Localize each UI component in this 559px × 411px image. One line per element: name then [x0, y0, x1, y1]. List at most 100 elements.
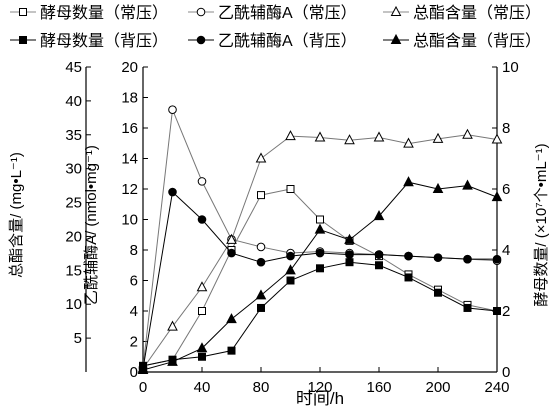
series-line — [142, 181, 498, 371]
legend-marker — [19, 36, 27, 44]
inner-y-tick-label: 10 — [121, 212, 138, 229]
inner-y-tick-label: 8 — [130, 242, 138, 259]
data-point — [285, 130, 296, 141]
data-point — [403, 137, 414, 148]
data-point — [404, 251, 413, 261]
outer-y-tick-label: 30 — [65, 161, 82, 178]
data-point — [432, 132, 444, 143]
data-point — [403, 176, 414, 187]
x-tick-label: 200 — [425, 379, 450, 396]
series-2 — [138, 105, 502, 372]
data-point — [345, 250, 354, 259]
data-point — [344, 134, 355, 145]
inner-y-tick-label: 2 — [130, 334, 138, 351]
inner-y-tick-label: 18 — [121, 90, 138, 107]
outer-y-tick-label: 5 — [74, 330, 82, 347]
data-point — [316, 264, 324, 273]
legend-marker — [19, 8, 27, 16]
right-y-tick-label: 2 — [502, 303, 510, 320]
outer-y-tick-label: 25 — [65, 195, 82, 212]
outer-y-tick-label: 45 — [65, 59, 82, 76]
inner-y-tick-label: 0 — [130, 364, 138, 381]
data-point — [255, 289, 267, 300]
data-point — [226, 233, 237, 244]
data-point — [196, 281, 208, 292]
right-y-tick-label: 10 — [502, 59, 519, 76]
series-4 — [139, 258, 501, 370]
axes: 0 40 80 120 160 200 240时间/h0246810121416182051… — [8, 59, 550, 408]
data-point — [404, 273, 413, 282]
data-point — [433, 253, 443, 262]
x-tick-label: 240 — [484, 379, 509, 396]
outer-y-tick-label: 10 — [65, 296, 82, 313]
legend-label: 酵母数量（背压） — [40, 32, 168, 50]
right-y-tick-label: 6 — [502, 181, 510, 198]
data-point — [314, 131, 326, 142]
legend-item: 乙酰辅酶A（背压） — [188, 32, 357, 50]
inner-y-tick-label: 14 — [121, 151, 138, 168]
data-point — [491, 191, 503, 202]
inner-y-tick-label: 20 — [121, 59, 138, 76]
data-point — [137, 363, 149, 374]
outer-y-axis-label: 总酯含量/ (mg•L⁻¹) — [8, 152, 25, 278]
data-point — [373, 210, 385, 221]
data-point — [316, 215, 324, 224]
right-y-tick-label: 8 — [502, 120, 510, 137]
data-point — [492, 254, 502, 264]
x-tick-label: 120 — [307, 379, 332, 396]
data-point — [463, 303, 472, 312]
outer-y-tick-label: 20 — [65, 228, 82, 245]
data-point — [286, 276, 295, 285]
series-6 — [137, 176, 503, 374]
legend-item: 总酯含量（背压） — [383, 32, 541, 50]
data-point — [167, 355, 178, 366]
inner-y-tick-label: 4 — [130, 303, 138, 320]
right-y-axis-label: 酵母数量/ (×10⁷个•mL⁻¹) — [533, 143, 550, 306]
legend-marker — [390, 33, 402, 44]
data-point — [314, 223, 326, 234]
series-line — [142, 109, 498, 368]
outer-y-tick-label: 15 — [65, 262, 82, 279]
legend-label: 乙酰辅酶A（背压） — [218, 32, 357, 50]
legend-item: 酵母数量（常压） — [10, 4, 168, 22]
data-point — [285, 264, 296, 275]
data-point — [257, 303, 265, 312]
x-tick-label: 80 — [253, 379, 270, 396]
x-tick-label: 40 — [194, 379, 211, 396]
data-point — [257, 191, 265, 200]
data-point — [196, 342, 208, 353]
data-point — [168, 187, 177, 197]
x-tick-label: 0 — [139, 379, 147, 396]
data-point — [286, 251, 295, 261]
legend-label: 酵母数量（常压） — [40, 4, 168, 22]
data-point — [198, 352, 206, 361]
data-point — [286, 185, 295, 193]
legend-label: 乙酰辅酶A（常压） — [218, 4, 357, 22]
inner-y-tick-label: 6 — [130, 273, 138, 290]
data-point — [463, 254, 472, 264]
inner-y-tick-label: 16 — [121, 120, 138, 137]
data-point — [432, 182, 444, 193]
outer-y-tick-label: 35 — [65, 127, 82, 144]
series-line — [142, 261, 498, 367]
data-point — [374, 250, 384, 259]
legend-item: 酵母数量（背压） — [10, 32, 168, 50]
data-point — [344, 233, 355, 244]
legend-item: 乙酰辅酶A（常压） — [188, 4, 357, 22]
outer-y-tick-label: 40 — [65, 93, 82, 110]
data-point — [315, 248, 325, 258]
data-point — [227, 248, 236, 258]
inner-y-tick-label: 12 — [121, 181, 138, 198]
data-point — [373, 131, 385, 142]
data-point — [345, 258, 354, 267]
inner-y-axis-label: 乙酰辅酶A/ (nmol•mg⁻¹) — [83, 145, 100, 305]
legend-marker — [196, 35, 206, 45]
legend-marker — [390, 5, 402, 16]
data-point — [167, 320, 178, 331]
x-tick-label: 160 — [366, 379, 391, 396]
x-axis-label: 时间/h — [296, 389, 344, 408]
plot-area — [137, 105, 503, 374]
data-point — [491, 133, 503, 144]
data-point — [197, 177, 207, 186]
